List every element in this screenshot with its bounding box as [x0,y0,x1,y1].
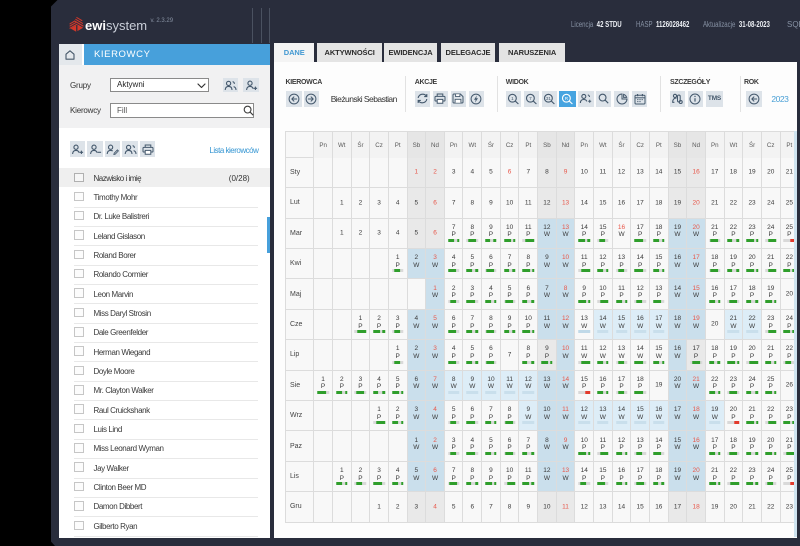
svg-text:R: R [565,96,569,101]
svg-text:1: 1 [511,96,514,101]
svg-text:31: 31 [546,96,552,101]
svg-text:7: 7 [529,96,532,101]
